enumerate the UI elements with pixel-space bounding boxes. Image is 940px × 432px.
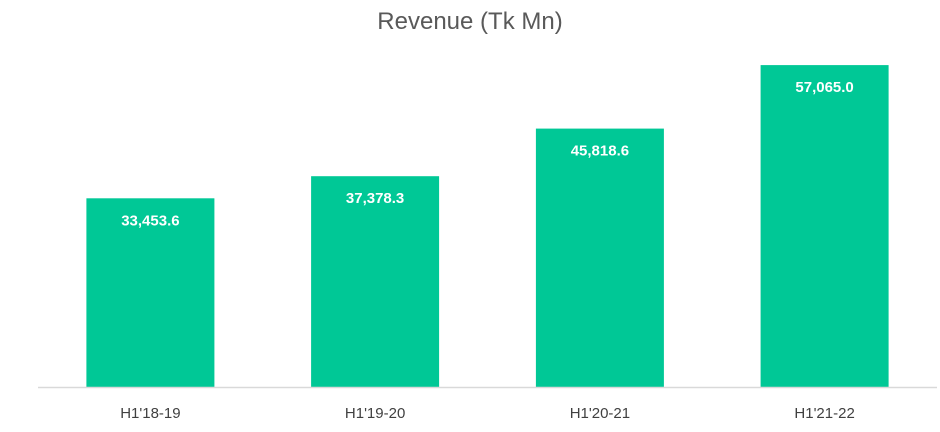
bar-4 — [760, 65, 889, 387]
bar-2 — [311, 176, 440, 387]
x-tick-label-3: H1'20-21 — [570, 405, 630, 422]
chart-title: Revenue (Tk Mn) — [377, 8, 563, 35]
bar-value-label-4: 57,065.0 — [795, 79, 853, 96]
bar-value-label-1: 33,453.6 — [121, 212, 179, 229]
bar-3 — [535, 128, 664, 387]
bar-value-label-3: 45,818.6 — [571, 143, 629, 160]
x-tick-label-1: H1'18-19 — [120, 405, 180, 422]
x-tick-label-2: H1'19-20 — [345, 405, 405, 422]
x-tick-label-4: H1'21-22 — [794, 405, 854, 422]
bar-value-label-2: 37,378.3 — [346, 190, 404, 207]
bar-1 — [86, 198, 215, 387]
